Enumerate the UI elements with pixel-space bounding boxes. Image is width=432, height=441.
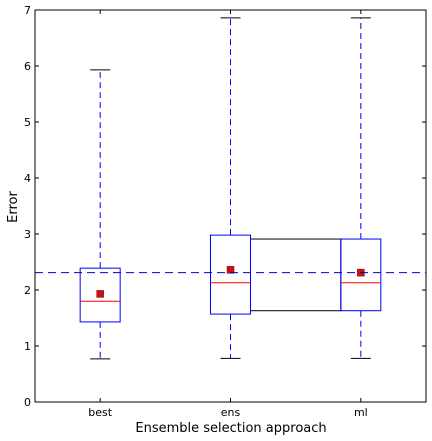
x-axis-label: Ensemble selection approach [135, 421, 326, 436]
plot-frame [34, 9, 427, 403]
y-axis: 0 1 2 3 4 5 6 7 [24, 4, 426, 409]
box-best [79, 69, 121, 360]
box-ml [340, 17, 382, 359]
y-tick-label: 2 [24, 284, 31, 297]
y-tick-label: 7 [24, 4, 31, 17]
mean-marker [226, 266, 235, 274]
box-ens [210, 17, 251, 359]
x-tick-label: ml [354, 406, 368, 419]
box-body [340, 238, 382, 312]
y-tick-label: 3 [24, 228, 31, 241]
x-tick-label: best [88, 406, 112, 419]
y-tick-label: 5 [24, 116, 31, 129]
mean-marker [96, 290, 104, 298]
x-tick-label: ens [221, 406, 241, 419]
y-tick-label: 1 [24, 340, 31, 353]
y-tick-label: 0 [24, 396, 31, 409]
box-body [210, 234, 251, 315]
y-tick-label: 4 [24, 172, 31, 185]
y-tick-label: 6 [24, 60, 31, 73]
x-axis: best ens ml [88, 10, 368, 419]
box-connector [250, 238, 342, 312]
y-axis-label: Error [6, 191, 21, 223]
box-body [79, 267, 121, 323]
plot-area [34, 9, 427, 403]
